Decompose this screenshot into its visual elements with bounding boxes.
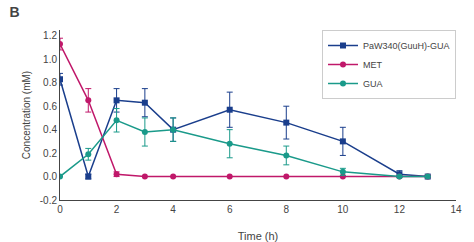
svg-text:1.0: 1.0 (43, 54, 57, 65)
svg-text:0: 0 (57, 204, 63, 215)
svg-text:Concentration (mM): Concentration (mM) (21, 71, 32, 159)
svg-text:0.8: 0.8 (43, 77, 57, 88)
svg-text:4: 4 (170, 204, 176, 215)
svg-text:2: 2 (114, 204, 120, 215)
svg-text:-0.2: -0.2 (40, 195, 58, 206)
svg-text:GUA: GUA (363, 79, 383, 89)
svg-text:Time (h): Time (h) (238, 230, 279, 242)
svg-text:MET: MET (363, 60, 383, 70)
svg-text:0.6: 0.6 (43, 101, 57, 112)
svg-text:10: 10 (337, 204, 349, 215)
svg-text:1.2: 1.2 (43, 30, 57, 41)
svg-text:B: B (9, 4, 19, 20)
svg-text:12: 12 (394, 204, 406, 215)
svg-text:0.0: 0.0 (43, 171, 57, 182)
svg-text:0.2: 0.2 (43, 148, 57, 159)
svg-text:8: 8 (284, 204, 290, 215)
svg-text:6: 6 (227, 204, 233, 215)
svg-text:PaW340(GuuH)-GUA: PaW340(GuuH)-GUA (363, 41, 450, 51)
svg-text:14: 14 (450, 204, 462, 215)
svg-text:0.4: 0.4 (43, 124, 57, 135)
